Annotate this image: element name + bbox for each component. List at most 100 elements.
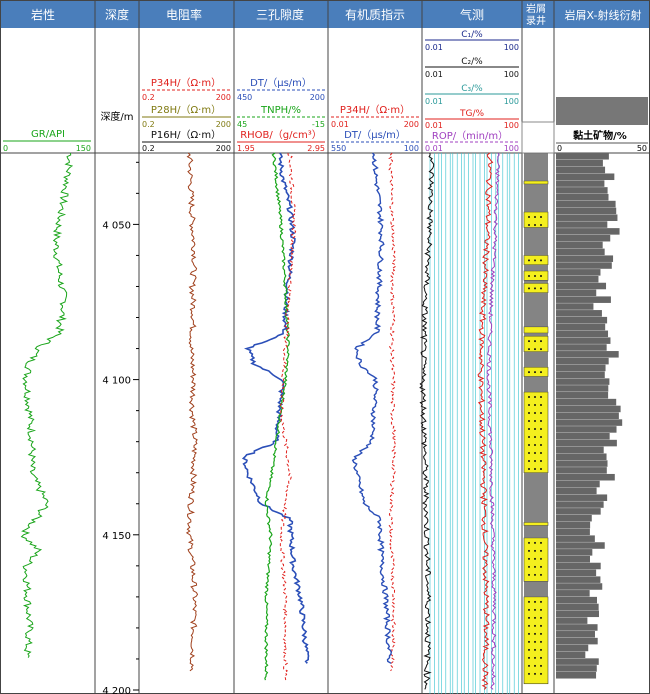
cuttings-dot (534, 215, 536, 218)
cuttings-dot (534, 541, 536, 544)
clay-bar (556, 467, 607, 474)
clay-bar (556, 521, 591, 529)
clay-bar (556, 234, 611, 242)
cuttings-dot (540, 259, 542, 262)
clay-bar (556, 514, 592, 522)
p34h-min: 0.2 (142, 93, 155, 102)
clay-bar (556, 262, 612, 269)
cuttings-block (523, 283, 549, 293)
clay-bar (556, 337, 611, 344)
clay-bar (556, 487, 597, 495)
depth-tick-label: 4 200 (102, 686, 131, 694)
c1-label: C₁/% (461, 30, 483, 40)
depth-tick-label: 4 100 (102, 376, 131, 387)
c2-max: 100 (504, 70, 519, 79)
cuttings-dot (528, 640, 530, 643)
clay-bar (556, 248, 605, 256)
tnph-curve (264, 152, 290, 681)
cuttings-block (523, 366, 549, 377)
cuttings-dot (540, 404, 542, 407)
clay-bar (556, 398, 617, 406)
p34h-toc-max: 200 (404, 120, 419, 129)
p34h-toc-label: P34H/（Ω·m） (340, 104, 410, 116)
cuttings-dot (528, 565, 530, 568)
clay-bar (556, 446, 604, 454)
gr-curve (20, 152, 74, 658)
header-lithology: 岩性 (31, 7, 55, 22)
header-depth: 深度 (105, 7, 129, 22)
clay-bar (556, 419, 623, 426)
cuttings-dot (534, 672, 536, 675)
cuttings-dot (540, 274, 542, 277)
tnph-label: TNPH/% (260, 105, 301, 116)
cuttings-dot (540, 428, 542, 431)
header-cuttings-1: 岩屑 (526, 2, 546, 15)
gr-max: 150 (76, 144, 91, 153)
dt-por-min: 450 (237, 93, 252, 102)
cuttings-dot (540, 444, 542, 447)
cuttings-dot (540, 656, 542, 659)
header-xrd: 岩屑X-射线衍射 (565, 8, 642, 22)
cuttings-dot (540, 348, 542, 351)
clay-bar (556, 603, 599, 611)
cuttings-dot (528, 436, 530, 439)
cuttings-dot (534, 608, 536, 611)
cuttings-dot (528, 396, 530, 399)
clay-bar (556, 528, 590, 536)
clay-bar (556, 549, 593, 556)
cuttings-dot (534, 557, 536, 560)
c2-min: 0.01 (425, 70, 443, 79)
clay-bar (556, 351, 619, 358)
cuttings-dot (528, 412, 530, 415)
curves-group (20, 152, 500, 690)
cuttings-dot (528, 664, 530, 667)
clay-bar (556, 569, 597, 577)
cuttings-dot (528, 608, 530, 611)
clay-bar (556, 439, 617, 447)
header-resistivity: 电阻率 (166, 7, 202, 22)
cuttings-dot (540, 287, 542, 290)
clay-bar (556, 166, 606, 174)
cuttings-dot (540, 215, 542, 218)
clay-bar (556, 289, 597, 297)
clay-bar (556, 583, 603, 590)
c3-min: 0.01 (425, 97, 443, 106)
clay-bar (556, 153, 609, 160)
clay-min: 0 (557, 144, 562, 153)
clay-bar (556, 658, 599, 665)
clay-bar (556, 207, 617, 215)
header-cuttings-2: 录井 (526, 14, 546, 27)
cuttings-dot (528, 287, 530, 290)
p34h-toc-curve (387, 152, 397, 672)
cuttings-block (523, 255, 549, 265)
cuttings-dot (540, 340, 542, 343)
p28h-max: 200 (216, 120, 231, 129)
clay-bar (556, 671, 597, 679)
dt-por-max: 200 (310, 93, 325, 102)
dt-por-label: DT/（μs/m） (250, 77, 312, 89)
cuttings-dot (528, 444, 530, 447)
cuttings-dot (540, 541, 542, 544)
clay-bar (556, 542, 605, 549)
cuttings-dot (540, 608, 542, 611)
cuttings-dot (528, 340, 530, 343)
xrd-header-bar (556, 97, 648, 125)
cuttings-dot (540, 549, 542, 552)
cuttings-dot (528, 600, 530, 603)
tnph-max: -15 (312, 120, 325, 129)
dt-toc-max: 100 (404, 144, 419, 153)
clay-bar (556, 214, 618, 221)
clay-bar (556, 665, 597, 672)
clay-bar (556, 426, 617, 433)
cuttings-dot (540, 624, 542, 627)
clay-label: 黏土矿物/% (573, 129, 627, 142)
clay-bar (556, 310, 602, 317)
cuttings-dot (534, 404, 536, 407)
clay-bar (556, 644, 589, 652)
clay-bar (556, 385, 609, 392)
cuttings-dot (528, 404, 530, 407)
c1-max: 100 (504, 43, 519, 52)
clay-bar (556, 562, 601, 570)
